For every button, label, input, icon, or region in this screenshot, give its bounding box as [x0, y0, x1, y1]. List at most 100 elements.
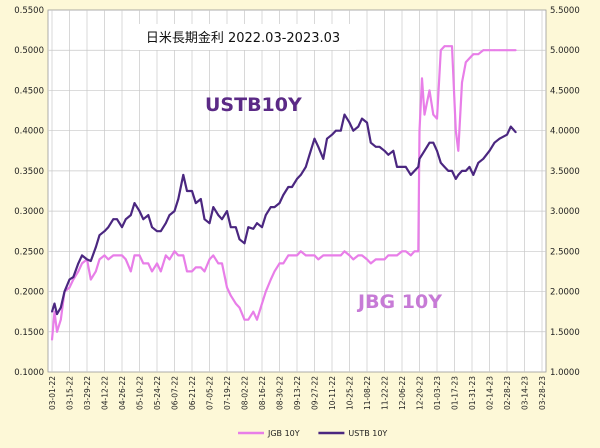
- jgb-10y-point: [343, 250, 346, 253]
- y-left-tick-label: 0.2500: [14, 247, 44, 257]
- y-right-tick-label: 2.5000: [550, 247, 580, 257]
- ustb-10y-point: [493, 141, 496, 144]
- jgb-10y-point: [421, 77, 423, 80]
- ustb-10y-point: [304, 166, 307, 168]
- ustb-10y-point: [317, 145, 320, 148]
- jgb-10y-point: [378, 258, 381, 261]
- jgb-10y-point: [94, 270, 97, 273]
- x-tick-label: 03-29-22: [83, 376, 92, 410]
- jgb-10y-point: [317, 258, 320, 261]
- jgb-10y-point: [369, 262, 372, 265]
- x-tick-label: 07-19-22: [223, 376, 232, 410]
- jgb-10y-point: [156, 262, 158, 265]
- ustb-10y-point: [339, 129, 342, 132]
- ustb-10y-point: [282, 194, 285, 196]
- jgb-10y-point: [454, 129, 457, 132]
- jgb-10y-legend-label: JGB 10Y: [267, 429, 300, 438]
- ustb-10y-point: [256, 222, 258, 225]
- ustb-10y-point: [269, 206, 272, 209]
- ustb-10y-point: [86, 258, 88, 261]
- jgb-10y-point: [238, 306, 241, 309]
- x-tick-label: 07-05-22: [206, 376, 215, 410]
- ustb-10y-point: [98, 234, 101, 237]
- ustb-10y-point: [357, 125, 360, 128]
- y-left-tick-label: 0.1000: [14, 368, 44, 378]
- jgb-10y-point: [138, 254, 141, 257]
- jgb-10y-point: [159, 270, 162, 273]
- jgb-10y-point: [142, 262, 145, 265]
- ustb-10y-point: [457, 174, 460, 176]
- ustb-10y-point: [53, 302, 56, 305]
- jgb-10y-point: [229, 294, 232, 297]
- ustb-10y-point: [177, 198, 180, 200]
- ustb-10y-line: [50, 113, 517, 316]
- ustb-10y-point: [59, 306, 62, 309]
- ustb-10y-point: [331, 133, 333, 136]
- jgb-10y-point: [124, 258, 127, 261]
- ustb-10y-point: [418, 157, 421, 160]
- ustb-10y-point: [472, 174, 475, 176]
- ustb-10y-point: [454, 178, 457, 180]
- jgb-10y-point: [278, 262, 281, 265]
- ustb-10y-point: [488, 149, 491, 152]
- jgb-10y-point: [173, 250, 176, 253]
- chart-title: 日米長期金利 2022.03-2023.03: [146, 30, 340, 46]
- ustb-10y-point: [477, 161, 480, 164]
- jgb-10y-point: [387, 254, 390, 257]
- jgb-10y-point: [308, 254, 311, 257]
- y-left-tick-label: 0.1500: [14, 328, 44, 338]
- jgb-10y-point: [383, 258, 386, 261]
- jgb-10y-point: [256, 318, 258, 321]
- jgb-10y-point: [98, 258, 101, 261]
- x-tick-label: 06-07-22: [171, 376, 180, 410]
- x-tick-label: 04-26-22: [118, 376, 127, 410]
- jgb-10y-point: [212, 254, 215, 257]
- jgb-10y-point: [313, 254, 316, 257]
- jgb-10y-point: [366, 258, 368, 261]
- ustb-10y-point: [142, 218, 145, 221]
- ustb-10y-point: [369, 141, 372, 144]
- ustb-10y-point: [133, 202, 136, 205]
- ustb-10y-point: [296, 178, 298, 180]
- ustb-10y-point: [313, 137, 316, 140]
- ustb-10y-point: [428, 141, 431, 144]
- x-tick-label: 03-28-23: [538, 376, 547, 410]
- jgb-10y-point: [451, 45, 453, 48]
- ustb-10y-point: [273, 206, 276, 209]
- y-right-tick-label: 4.5000: [550, 86, 580, 96]
- ustb-10y-point: [509, 125, 512, 128]
- ustb-10y-point: [261, 226, 263, 229]
- jgb-10y-point: [461, 81, 463, 84]
- ustb-10y-point: [56, 313, 58, 315]
- ustb-10y-point: [461, 170, 463, 172]
- jgb-10y-point: [304, 254, 307, 257]
- ustb-10y-point: [326, 137, 328, 140]
- jgb-10y-point: [514, 49, 517, 52]
- y-right-tick-label: 4.0000: [550, 127, 580, 137]
- ustb-10y-point: [229, 226, 232, 229]
- jgb-10y-point: [147, 262, 150, 265]
- jgb-10y-point: [436, 117, 438, 120]
- jgb-10y-point: [243, 318, 246, 321]
- ustb-10y-point: [116, 218, 118, 221]
- ustb-10y-point: [436, 149, 438, 152]
- ustb-10y-point: [234, 226, 237, 229]
- jgb-10y-point: [322, 254, 325, 257]
- x-tick-label: 03-01-22: [48, 376, 57, 410]
- ustb-10y-point: [203, 218, 206, 221]
- ustb-10y-point: [421, 153, 423, 156]
- ustb-10y-point: [299, 174, 302, 176]
- legend: JGB 10Y USTB 10Y: [238, 429, 387, 438]
- jgb-10y-point: [457, 149, 460, 152]
- ustb-10y-point: [138, 210, 141, 213]
- jgb-10y-point: [493, 49, 496, 52]
- jgb-10y-point: [348, 254, 351, 257]
- y-left-tick-label: 0.3000: [14, 207, 44, 217]
- jgb-10y-point: [261, 302, 263, 305]
- ustb-10y-point: [348, 121, 351, 124]
- y-left-tick-label: 0.5500: [14, 6, 44, 16]
- jgb-10y-point: [59, 318, 62, 321]
- x-tick-label: 05-24-22: [153, 376, 162, 410]
- ustb-10y-point: [164, 222, 167, 225]
- ustb-10y-point: [156, 230, 158, 233]
